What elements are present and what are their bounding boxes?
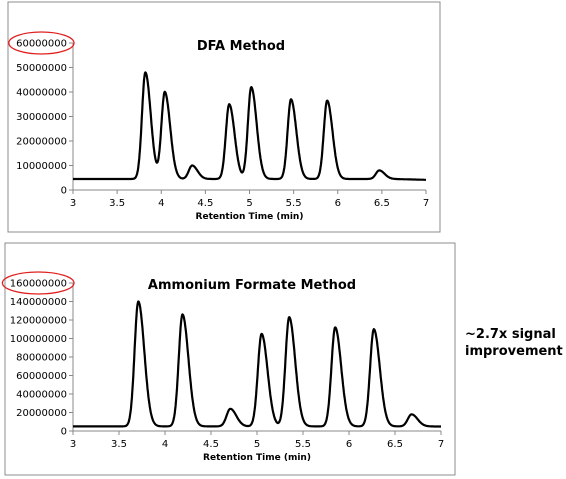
signal-improvement-note: ~2.7x signal improvement — [465, 326, 565, 360]
chromatogram-trace — [72, 300, 442, 428]
x-tick-label: 5.5 — [295, 439, 311, 450]
x-tick-label: 7 — [438, 439, 444, 450]
chart-dfa: DFA Method 0 10000000 20000000 30000000 40000… — [8, 31, 429, 222]
x-tick-label: 7 — [423, 198, 429, 209]
signal-improvement-line2: improvement — [465, 344, 563, 359]
y-tick-label: 60000000 — [16, 371, 67, 382]
y-tick-label: 20000000 — [16, 137, 67, 148]
x-tick-label: 4.5 — [203, 439, 219, 450]
x-tick-label: 4 — [158, 198, 164, 209]
y-tick-label: 80000000 — [16, 353, 67, 364]
x-tick-label: 6.5 — [387, 439, 403, 450]
chart-panel-dfa — [7, 1, 441, 233]
y-tick-label: 140000000 — [10, 297, 67, 308]
x-tick-label: 3 — [70, 439, 76, 450]
x-axis-title: Retention Time (min) — [203, 453, 311, 463]
signal-improvement-line1: ~2.7x signal — [465, 327, 556, 342]
x-tick-label: 5 — [254, 439, 260, 450]
chart-title: DFA Method — [197, 39, 285, 54]
x-tick-label: 4 — [162, 439, 168, 450]
x-tick-label: 3 — [70, 198, 76, 209]
y-tick-label: 120000000 — [10, 316, 67, 327]
x-tick-label: 4.5 — [197, 198, 213, 209]
chromatogram-trace — [72, 71, 427, 181]
x-tick-label: 3.5 — [109, 198, 125, 209]
x-tick-label: 5.5 — [286, 198, 302, 209]
y-tick-label: 50000000 — [16, 63, 67, 74]
x-tick-label: 5 — [246, 198, 252, 209]
y-tick-label: 20000000 — [16, 408, 67, 419]
chart-title: Ammonium Formate Method — [148, 278, 356, 293]
y-tick-label: 30000000 — [16, 112, 67, 123]
x-tick-label: 6 — [346, 439, 352, 450]
x-axis-title: Retention Time (min) — [196, 212, 304, 222]
chart-af: Ammonium Formate Method 0 20000000 40000000… — [1, 271, 444, 463]
y-tick-label: 40000000 — [16, 88, 67, 99]
highlight-ellipse — [8, 31, 75, 55]
y-tick-label: 40000000 — [16, 390, 67, 401]
x-tick-label: 6 — [335, 198, 341, 209]
y-tick-label: 160000000 — [10, 279, 67, 290]
highlight-ellipse — [1, 271, 75, 295]
y-tick-label: 10000000 — [16, 161, 67, 172]
x-tick-label: 6.5 — [374, 198, 390, 209]
y-tick-label: 0 — [61, 186, 67, 197]
x-tick-label: 3.5 — [111, 439, 127, 450]
y-tick-label: 0 — [61, 427, 67, 438]
y-tick-label: 60000000 — [16, 39, 67, 50]
y-tick-label: 100000000 — [10, 334, 67, 345]
